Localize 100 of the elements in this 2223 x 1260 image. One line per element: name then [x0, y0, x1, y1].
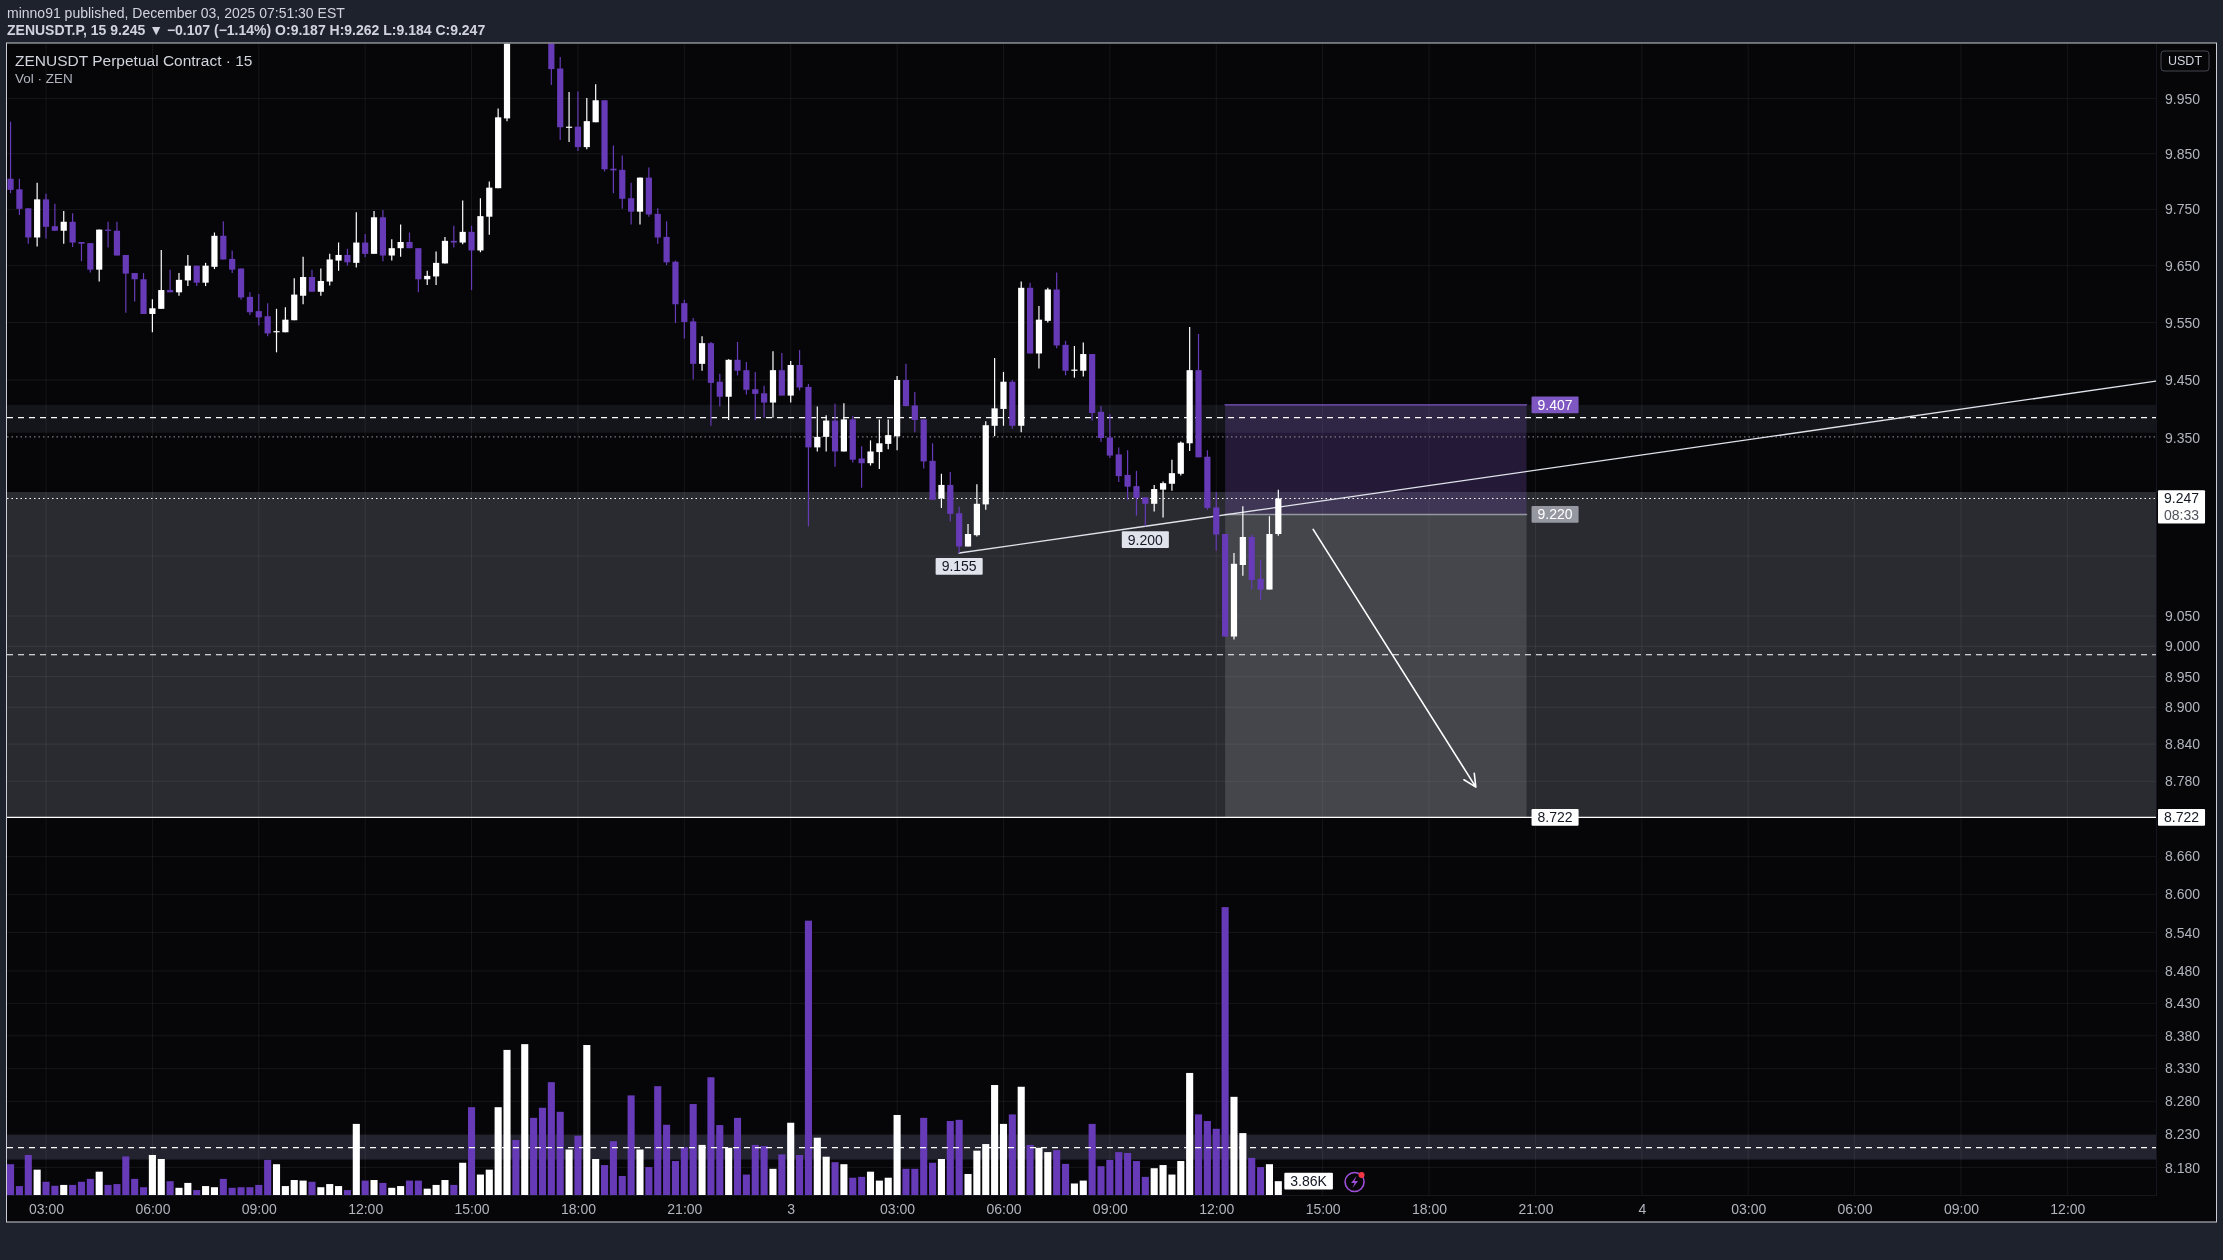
- x-tick-label: 12:00: [1199, 1200, 1235, 1217]
- candlestick: [450, 225, 457, 249]
- candlestick: [1080, 341, 1087, 378]
- bar: [1008, 1114, 1016, 1195]
- bar: [1248, 1157, 1256, 1195]
- candlestick: [1071, 345, 1078, 379]
- x-tick-label: 03:00: [1731, 1200, 1767, 1217]
- x-tick-label: 21:00: [667, 1200, 703, 1217]
- candlestick: [326, 253, 333, 287]
- bar: [397, 1186, 405, 1195]
- bar: [370, 1180, 378, 1195]
- data-label: 9.220: [1537, 506, 1573, 523]
- bar: [122, 1156, 130, 1195]
- bar: [219, 1178, 227, 1195]
- x-tick-label: 12:00: [2050, 1200, 2086, 1217]
- bar: [15, 1186, 23, 1195]
- candlestick: [716, 373, 723, 408]
- bar: [1124, 1152, 1132, 1195]
- candlestick: [255, 293, 262, 326]
- bar: [1141, 1176, 1149, 1195]
- candlestick: [432, 250, 440, 286]
- ref-line-label: 8.722: [2164, 809, 2200, 826]
- y-tick-label: 8.540: [2165, 924, 2201, 941]
- x-tick-label: 15:00: [454, 1200, 490, 1217]
- bar: [264, 1159, 272, 1195]
- bar: [955, 1119, 963, 1195]
- bar: [884, 1177, 892, 1195]
- candlestick: [397, 223, 404, 258]
- text: Vol · ZEN: [15, 71, 73, 86]
- annotation: 8.722: [1537, 809, 1573, 826]
- y-tick-label: 9.050: [2165, 607, 2201, 624]
- candlestick: [220, 220, 227, 261]
- candlestick: [1115, 446, 1122, 483]
- candlestick: [122, 254, 129, 314]
- bar: [86, 1178, 94, 1195]
- bar: [379, 1182, 387, 1195]
- y-tick-label: 9.450: [2165, 371, 2201, 388]
- bar: [1115, 1152, 1123, 1195]
- candlestick: [388, 238, 395, 262]
- candlestick: [574, 90, 582, 152]
- bar: [60, 1184, 68, 1195]
- bar: [1274, 1181, 1282, 1195]
- bar: [822, 1156, 830, 1195]
- bar: [459, 1162, 467, 1195]
- bar: [95, 1171, 103, 1195]
- candlestick: [468, 225, 475, 291]
- bar: [796, 1154, 804, 1195]
- candlestick: [149, 298, 156, 333]
- bar: [1221, 907, 1229, 1195]
- candlestick: [441, 236, 449, 265]
- candlestick: [202, 262, 209, 287]
- bar: [645, 1167, 653, 1195]
- candlestick: [761, 385, 768, 419]
- bar: [228, 1187, 236, 1195]
- bar: [1194, 1114, 1203, 1195]
- y-tick-label: 8.780: [2165, 773, 2201, 790]
- bar: [1257, 1167, 1265, 1195]
- x-tick-label: 4: [1638, 1200, 1647, 1217]
- bar: [7, 1164, 15, 1195]
- bar: [654, 1086, 662, 1195]
- candlestick: [698, 335, 706, 372]
- candlestick: [246, 291, 254, 316]
- bar: [556, 1111, 564, 1195]
- data-label: 9.407: [1537, 396, 1573, 413]
- y-tick-label: 8.660: [2165, 848, 2201, 865]
- y-tick-label: 8.330: [2165, 1060, 2201, 1077]
- bar: [210, 1187, 218, 1195]
- candlestick: [353, 211, 360, 268]
- bar: [689, 1104, 697, 1195]
- bar: [618, 1176, 626, 1195]
- candlestick: [1257, 559, 1264, 601]
- bar: [131, 1178, 139, 1195]
- y-tick-label: 8.840: [2165, 736, 2201, 753]
- bar: [1132, 1161, 1141, 1195]
- x-tick-label: 12:00: [348, 1200, 384, 1217]
- bar: [751, 1144, 759, 1195]
- candlestick: [16, 178, 23, 216]
- y-tick-label: 8.180: [2165, 1159, 2201, 1176]
- y-tick-label: 9.000: [2165, 638, 2201, 655]
- candlestick: [1106, 413, 1113, 459]
- candlestick: [592, 83, 599, 123]
- y-tick-label: 8.230: [2165, 1126, 2201, 1143]
- bar: [512, 1140, 520, 1195]
- bar: [24, 1154, 32, 1195]
- y-tick-label: 8.480: [2165, 963, 2201, 979]
- bar: [1053, 1150, 1061, 1195]
- x-tick-label: 06:00: [986, 1200, 1022, 1217]
- bar: [627, 1095, 635, 1195]
- bar: [405, 1180, 414, 1195]
- x-tick-label: 15:00: [1305, 1200, 1341, 1217]
- candlestick: [867, 439, 874, 467]
- candlestick: [911, 391, 918, 433]
- x-tick-label: 09:00: [241, 1200, 278, 1217]
- candlestick: [184, 254, 191, 287]
- bar: [157, 1159, 165, 1195]
- bar: [485, 1169, 493, 1195]
- x-tick-label: 06:00: [1837, 1200, 1873, 1217]
- bar: [671, 1161, 680, 1195]
- bar: [778, 1154, 786, 1195]
- candlestick: [752, 371, 759, 421]
